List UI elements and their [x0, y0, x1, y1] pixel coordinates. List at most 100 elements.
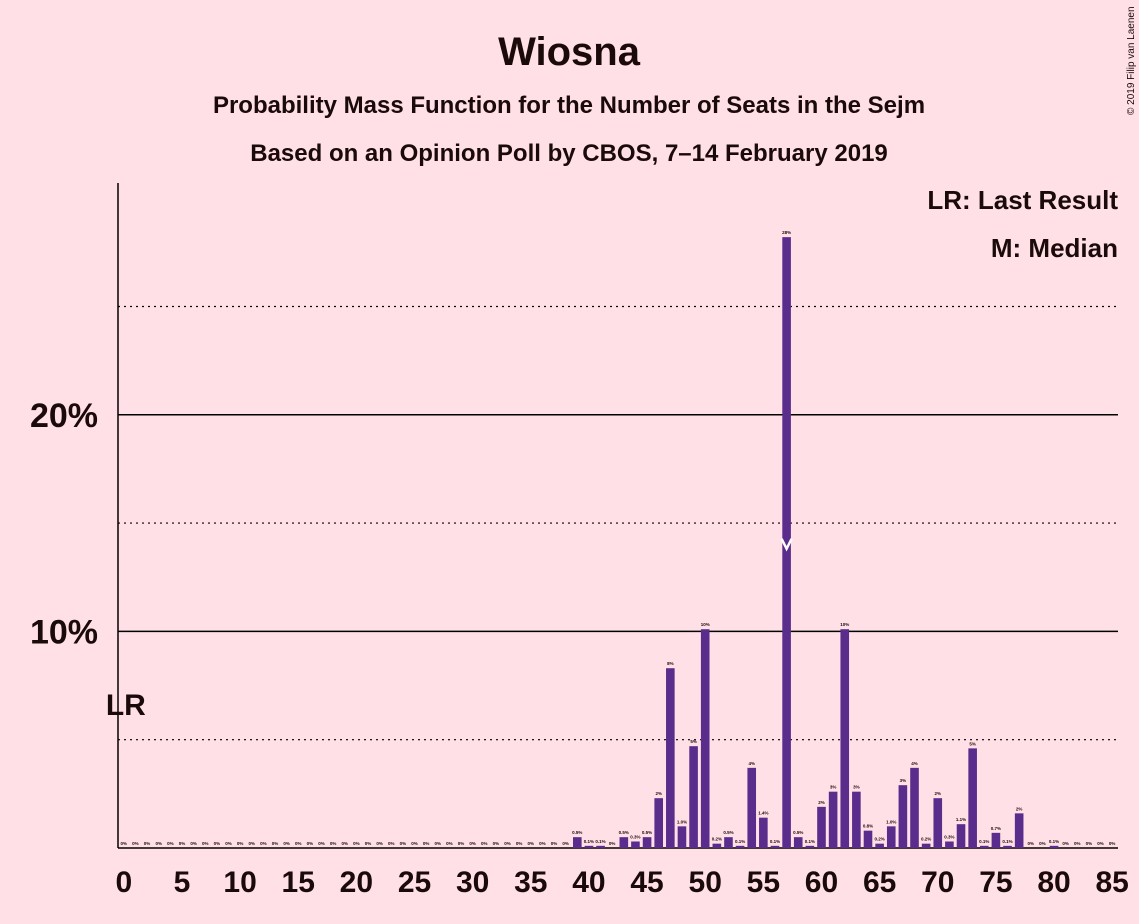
- bar: [840, 629, 850, 848]
- data-label: 0.1%: [1049, 839, 1059, 844]
- bar: [619, 837, 629, 848]
- data-label: 0%: [458, 841, 465, 846]
- bar: [724, 837, 733, 848]
- x-tick-label: 0: [115, 866, 132, 899]
- chart-title: Wiosna: [498, 30, 641, 74]
- bar: [631, 841, 640, 848]
- bar: [945, 841, 954, 848]
- data-label: 0%: [132, 841, 139, 846]
- data-label: 10%: [840, 622, 849, 627]
- data-label: 0.7%: [991, 826, 1001, 831]
- data-label: 0%: [202, 841, 209, 846]
- data-label: 3%: [853, 785, 860, 790]
- data-label: 4%: [748, 761, 755, 766]
- bar: [863, 830, 873, 848]
- bar: [1003, 845, 1012, 848]
- bar: [712, 843, 722, 848]
- x-tick-label: 70: [921, 866, 954, 899]
- data-label: 0.1%: [805, 839, 815, 844]
- data-label: 3%: [830, 785, 837, 790]
- data-label: 0.2%: [874, 837, 884, 842]
- bar: [1049, 845, 1059, 848]
- x-tick-label: 20: [340, 866, 373, 899]
- bar: [898, 785, 908, 848]
- data-label: 0.2%: [921, 837, 931, 842]
- data-label: 1.0%: [677, 819, 687, 824]
- bar: [666, 668, 675, 848]
- x-tick-label: 10: [223, 866, 256, 899]
- bar: [584, 845, 594, 848]
- bar: [875, 843, 884, 848]
- data-label: 0%: [1028, 841, 1035, 846]
- data-label: 0%: [237, 841, 244, 846]
- bar: [654, 798, 663, 848]
- median-marker: [780, 538, 793, 552]
- data-label: 0%: [260, 841, 267, 846]
- data-label: 0%: [225, 841, 232, 846]
- y-tick-label: 10%: [30, 613, 98, 651]
- data-label: 0%: [446, 841, 453, 846]
- bar: [968, 748, 977, 848]
- data-label: 5%: [690, 739, 697, 744]
- x-tick-label: 40: [572, 866, 605, 899]
- bar: [886, 826, 896, 848]
- bar: [817, 806, 826, 848]
- data-label: 0%: [121, 841, 128, 846]
- data-label: 0.1%: [770, 839, 780, 844]
- data-label: 0%: [539, 841, 546, 846]
- bar: [933, 798, 943, 848]
- data-label: 0%: [307, 841, 314, 846]
- data-label: 0.1%: [1002, 839, 1012, 844]
- data-label: 0%: [504, 841, 511, 846]
- bar: [956, 824, 966, 848]
- bar: [979, 845, 989, 848]
- bar: [910, 767, 919, 848]
- legend-entry: LR: Last Result: [927, 185, 1118, 215]
- data-label: 0%: [423, 841, 430, 846]
- data-label: 0%: [1097, 841, 1104, 846]
- bar: [770, 845, 780, 848]
- data-label: 0.5%: [572, 830, 582, 835]
- y-tick-label: 20%: [30, 397, 98, 435]
- data-label: 2%: [935, 791, 942, 796]
- bar: [782, 237, 791, 849]
- data-label: 0.1%: [595, 839, 605, 844]
- chart-subtitle: Probability Mass Function for the Number…: [213, 92, 925, 119]
- data-label: 0.1%: [735, 839, 745, 844]
- copyright: © 2019 Filip van Laenen: [1126, 6, 1137, 115]
- data-label: 0%: [516, 841, 523, 846]
- data-label: 0%: [1062, 841, 1069, 846]
- x-tick-label: 80: [1037, 866, 1070, 899]
- data-label: 0%: [551, 841, 558, 846]
- data-label: 0%: [155, 841, 162, 846]
- data-label: 0%: [1039, 841, 1046, 846]
- data-label: 1.1%: [956, 817, 966, 822]
- data-label: 0.1%: [584, 839, 594, 844]
- data-label: 0%: [562, 841, 569, 846]
- legend-entry: M: Median: [991, 233, 1118, 263]
- data-label: 0%: [167, 841, 174, 846]
- x-tick-label: 50: [689, 866, 722, 899]
- last-result-label: LR: [106, 689, 146, 722]
- data-label: 0%: [376, 841, 383, 846]
- data-label: 0.3%: [630, 835, 640, 840]
- bar: [677, 826, 687, 848]
- x-tick-label: 25: [398, 866, 431, 899]
- data-label: 0%: [609, 841, 616, 846]
- bar: [991, 832, 1001, 848]
- x-tick-label: 35: [514, 866, 547, 899]
- bar: [689, 746, 698, 848]
- data-label: 0%: [179, 841, 186, 846]
- x-tick-label: 60: [805, 866, 838, 899]
- bar: [805, 845, 815, 848]
- data-label: 0%: [365, 841, 372, 846]
- x-tick-label: 30: [456, 866, 489, 899]
- x-tick-label: 5: [174, 866, 191, 899]
- bar: [596, 845, 605, 848]
- bar: [735, 845, 745, 848]
- data-label: 0%: [493, 841, 500, 846]
- data-label: 0%: [190, 841, 197, 846]
- data-label: 2%: [655, 791, 662, 796]
- data-label: 4%: [911, 761, 918, 766]
